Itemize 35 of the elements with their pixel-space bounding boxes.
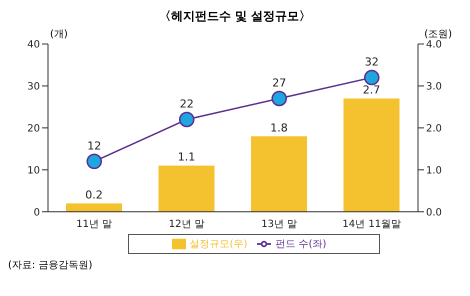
x-tick-label: 14년 11월말 bbox=[342, 218, 402, 230]
data-label: 32 bbox=[364, 56, 379, 69]
y2-tick-label: 4.0 bbox=[426, 40, 442, 51]
data-label: 27 bbox=[272, 76, 286, 90]
chart-title: 〈헤지펀드수 및 설정규모〉 bbox=[158, 8, 312, 25]
y2-axis-title: (조원) bbox=[424, 28, 452, 40]
x-tick-label: 13년 말 bbox=[261, 218, 298, 230]
y-tick-label: 30 bbox=[27, 81, 40, 92]
y-tick-label: 40 bbox=[27, 40, 40, 51]
y2-tick-label: 1.0 bbox=[426, 165, 442, 176]
y2-tick-label: 3.0 bbox=[426, 81, 442, 92]
data-label: 2.7 bbox=[362, 84, 380, 97]
point bbox=[364, 70, 380, 86]
y-axis-title: (개) bbox=[50, 28, 68, 41]
legend-label: 설정규모(우) bbox=[190, 238, 248, 250]
point bbox=[86, 154, 102, 170]
y-tick-label: 0 bbox=[34, 207, 40, 218]
data-label: 1.1 bbox=[178, 150, 196, 164]
x-tick-label: 11년 말 bbox=[76, 218, 112, 230]
data-label: 0.2 bbox=[85, 188, 103, 202]
data-label: 12 bbox=[87, 139, 102, 152]
bar bbox=[344, 98, 400, 212]
data-label: 22 bbox=[180, 97, 194, 110]
point bbox=[179, 112, 194, 128]
y-tick-label: 20 bbox=[27, 123, 40, 134]
bar bbox=[251, 136, 307, 212]
legend-label: 펀드 수(좌) bbox=[275, 238, 326, 250]
y2-tick-label: 0.0 bbox=[426, 207, 442, 218]
y2-tick-label: 2.0 bbox=[426, 123, 442, 134]
data-label: 1.8 bbox=[270, 121, 288, 134]
y-tick-label: 10 bbox=[27, 165, 40, 176]
point bbox=[272, 90, 287, 106]
text: (자료: 금융감독원) bbox=[8, 259, 94, 272]
x-tick-label: 12년 말 bbox=[168, 218, 205, 230]
bar bbox=[158, 166, 214, 212]
